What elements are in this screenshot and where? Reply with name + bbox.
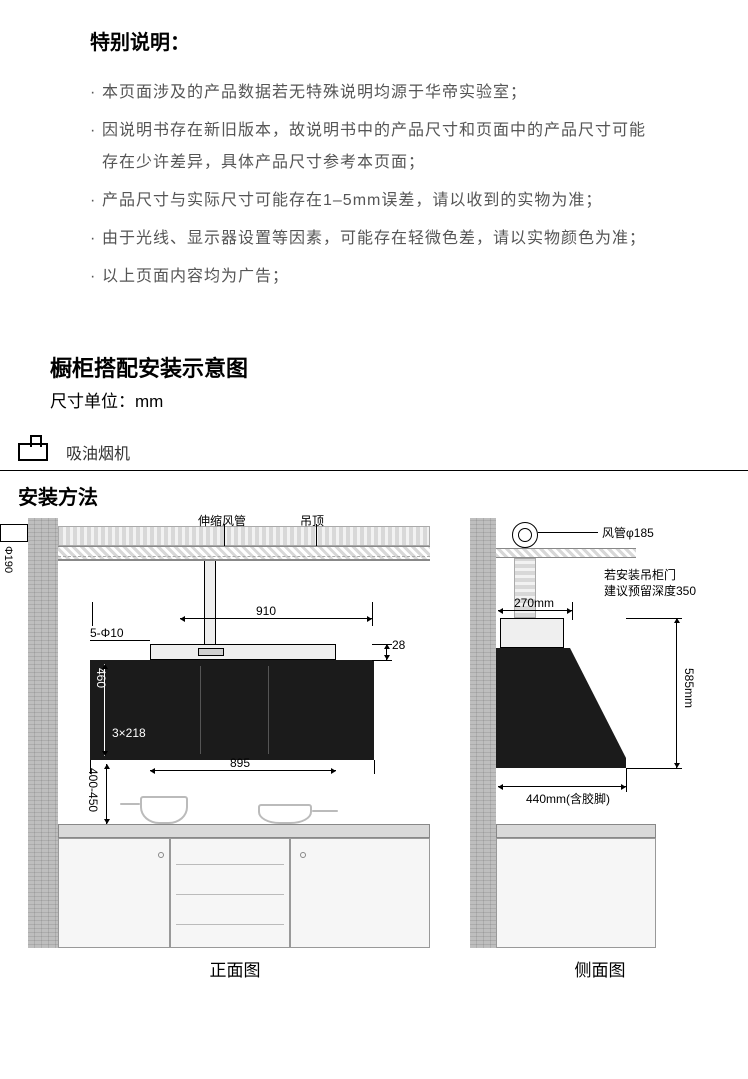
cabinet-note-2: 建议预留深度350 (604, 582, 696, 599)
dim-28: 28 (392, 638, 405, 652)
dim-270: 270mm (514, 596, 554, 610)
notes-title: 特别说明： (90, 26, 658, 55)
dim-460: 460 (94, 668, 108, 688)
dim-tick-440 (626, 768, 627, 792)
countertop-side (496, 824, 656, 838)
dim-tick-585b (626, 768, 682, 769)
install-subtitle: 尺寸单位：mm (50, 387, 698, 412)
notes-item: 由于光线、显示器设置等因素，可能存在轻微色差，请以实物颜色为准； (90, 223, 658, 255)
dim-440: 440mm(含胶脚) (526, 790, 610, 807)
wall-hatch-side (470, 518, 496, 948)
legend-label: 吸油烟机 (66, 440, 130, 464)
notes-item: 本页面涉及的产品数据若无特殊说明均源于华帝实验室； (90, 77, 658, 109)
front-view-diagram: Φ190 伸缩风管 吊顶 910 5-Φ10 460 3×218 (0, 518, 430, 948)
hood-body (90, 660, 374, 760)
lower-cabinet-side (496, 838, 656, 948)
dim-tick-270 (572, 602, 573, 620)
cabinet-knob (158, 852, 164, 858)
notes-item: 产品尺寸与实际尺寸可能存在1–5mm误差，请以收到的实物为准； (90, 185, 658, 217)
cabinet-note-1: 若安装吊柜门 (604, 566, 676, 583)
dim-arrow-585 (676, 618, 677, 768)
caption-front: 正面图 (0, 956, 430, 981)
ceiling-hatch (58, 546, 430, 560)
duct-circle-inner (518, 528, 532, 542)
label-duct: 伸缩风管 (198, 512, 246, 529)
mounting-plate (150, 644, 336, 660)
hood-sep-1 (200, 666, 201, 754)
dim-arrow-400 (106, 764, 107, 824)
dim-400-450: 400-450 (86, 768, 100, 812)
range-hood-icon (18, 443, 48, 461)
lead-duct-side (538, 532, 598, 533)
dim-arrow-440 (498, 786, 626, 787)
drawer-1 (176, 864, 284, 865)
dim-5phi10: 5-Φ10 (90, 626, 124, 640)
dim-tick-28b (372, 660, 392, 661)
dim-tick-28t (372, 644, 392, 645)
pot-left (140, 796, 188, 824)
hood-chimney-side (500, 618, 564, 648)
hood-sep-2 (268, 666, 269, 754)
caption-row: 正面图 侧面图 (0, 948, 748, 981)
dim-arrow-270 (498, 610, 572, 611)
wall-hatch-left (28, 518, 58, 948)
ceiling-side (496, 548, 636, 558)
pan-right (258, 804, 312, 824)
lead-ceiling (316, 524, 317, 546)
method-title: 安装方法 (0, 471, 748, 518)
dim-3x218: 3×218 (112, 726, 146, 740)
flex-duct (58, 526, 430, 546)
dim-tick-910-l (92, 602, 93, 626)
caption-side: 侧面图 (470, 956, 730, 981)
drawer-2 (176, 894, 284, 895)
lower-cabinet-left (58, 838, 170, 948)
dim-arrow-895 (150, 770, 336, 771)
dim-vent-diameter: Φ190 (2, 546, 14, 573)
lower-cabinet-mid (170, 838, 290, 948)
dim-arrow-460 (104, 664, 105, 756)
pot-left-handle (120, 803, 140, 805)
notes-item: 以上页面内容均为广告； (90, 261, 658, 293)
mounting-socket (198, 648, 224, 656)
notes-list: 本页面涉及的产品数据若无特殊说明均源于华帝实验室； 因说明书存在新旧版本，故说明… (90, 77, 658, 293)
cabinet-knob (300, 852, 306, 858)
install-heading-section: 橱柜搭配安装示意图 尺寸单位：mm (0, 335, 748, 434)
dim-tick-895r (374, 760, 375, 774)
dim-tick-585t (626, 618, 682, 619)
dim-910: 910 (256, 604, 276, 618)
dim-895: 895 (230, 756, 250, 770)
lower-cabinet-right (290, 838, 430, 948)
diagrams-container: Φ190 伸缩风管 吊顶 910 5-Φ10 460 3×218 (0, 518, 748, 948)
dim-tick-910-r (372, 602, 373, 626)
dim-585: 585mm (682, 668, 696, 708)
dim-arrow-28 (386, 644, 387, 660)
label-ceiling: 吊顶 (300, 512, 324, 529)
label-duct-side: 风管φ185 (602, 524, 654, 541)
pan-right-handle (312, 810, 338, 812)
ceiling-dashed (58, 556, 430, 557)
lead-5phi10 (90, 640, 150, 641)
install-title: 橱柜搭配安装示意图 (50, 351, 698, 383)
hood-angled-side (496, 648, 636, 778)
lead-duct (224, 524, 225, 546)
dim-arrow-910 (180, 618, 372, 619)
vent-outlet (0, 524, 28, 542)
notes-item: 因说明书存在新旧版本，故说明书中的产品尺寸和页面中的产品尺寸可能存在少许差异，具… (90, 115, 658, 179)
legend-row: 吸油烟机 (0, 434, 748, 471)
upper-cabinet-top (58, 560, 430, 561)
side-view-diagram: 风管φ185 若安装吊柜门 建议预留深度350 270mm 585mm 440m… (470, 518, 730, 948)
countertop (58, 824, 430, 838)
special-notes-section: 特别说明： 本页面涉及的产品数据若无特殊说明均源于华帝实验室； 因说明书存在新旧… (0, 0, 748, 335)
drawer-3 (176, 924, 284, 925)
